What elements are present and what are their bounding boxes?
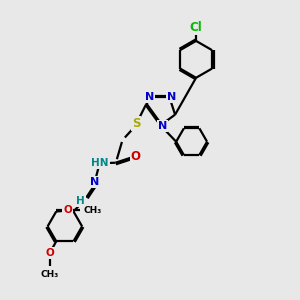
Text: CH₃: CH₃ xyxy=(84,206,102,215)
Text: S: S xyxy=(132,117,140,130)
Text: N: N xyxy=(167,92,176,102)
Text: N: N xyxy=(90,177,99,187)
Text: CH₃: CH₃ xyxy=(40,270,59,279)
Text: Cl: Cl xyxy=(190,21,202,34)
Text: HN: HN xyxy=(91,158,109,168)
Text: O: O xyxy=(63,205,72,215)
Text: O: O xyxy=(45,248,54,258)
Text: O: O xyxy=(130,150,141,163)
Text: N: N xyxy=(145,92,154,102)
Text: N: N xyxy=(158,121,167,131)
Text: H: H xyxy=(76,196,85,206)
